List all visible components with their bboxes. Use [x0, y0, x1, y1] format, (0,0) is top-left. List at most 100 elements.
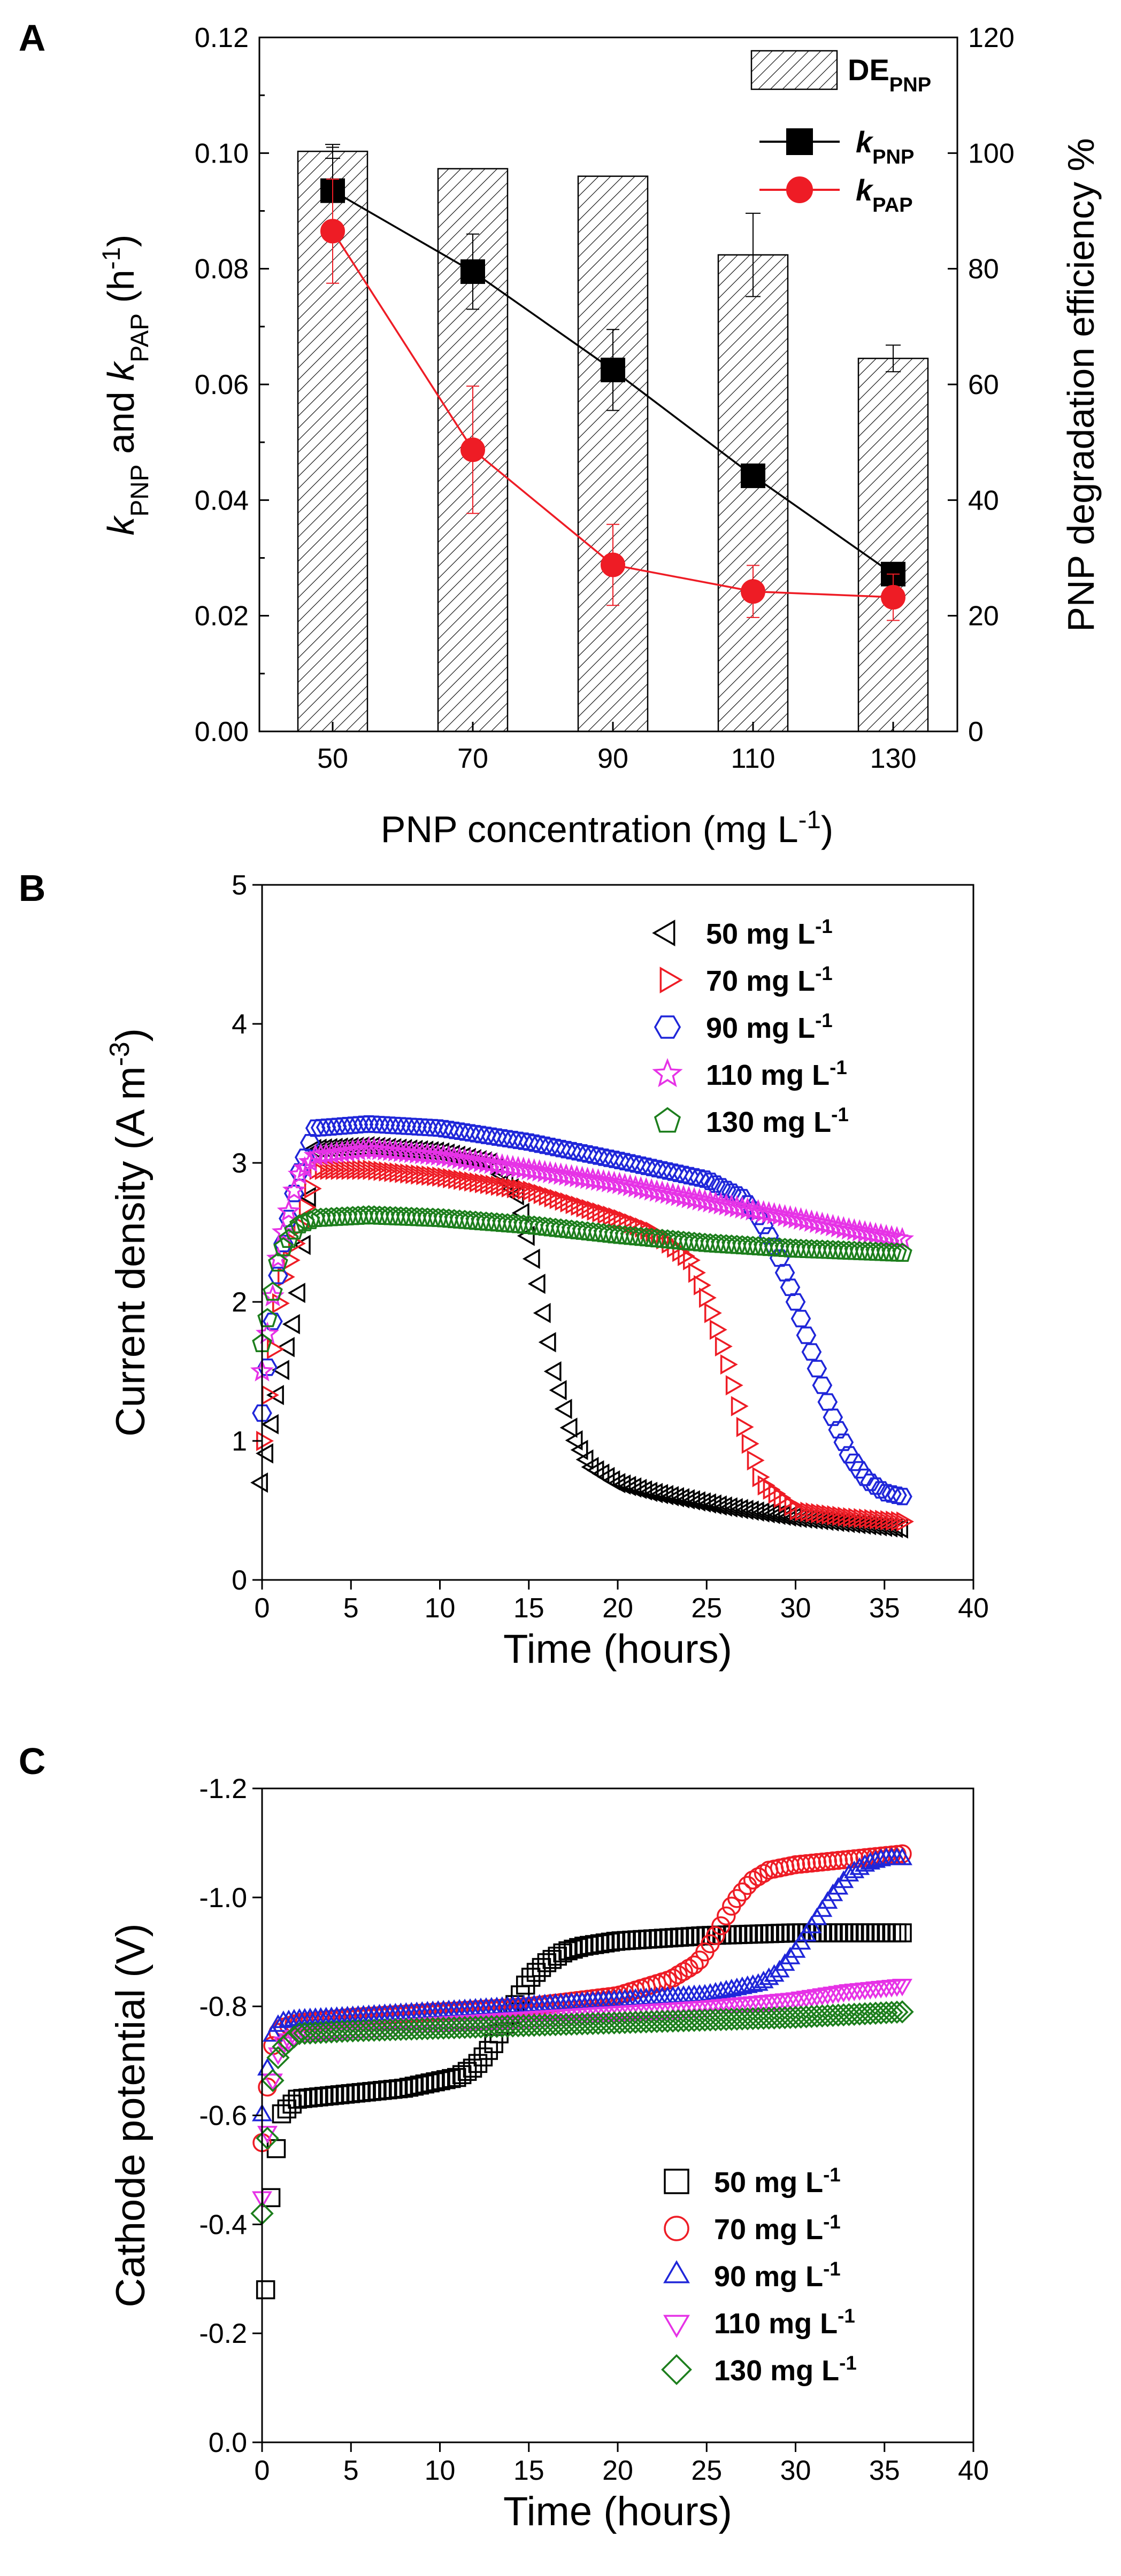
data-point	[645, 2010, 669, 2033]
x-axis-label: Time (hours)	[503, 2489, 732, 2534]
data-point	[823, 1851, 843, 1871]
data-point	[877, 1923, 896, 1942]
data-point	[272, 2104, 291, 2124]
label-part: -1	[815, 1009, 833, 1031]
x-tick-label: 30	[780, 2455, 811, 2486]
x-tick-label: 0	[255, 1593, 270, 1624]
data-point	[892, 1847, 912, 1865]
label-part: Current density (A m	[108, 1066, 153, 1437]
data-point	[805, 1502, 824, 1523]
label-part: and	[100, 381, 142, 465]
data-point	[850, 1923, 870, 1942]
data-point	[279, 1229, 299, 1248]
data-point	[656, 2009, 679, 2033]
data-point	[528, 2014, 551, 2037]
data-point	[666, 2009, 690, 2033]
label-part: PNP	[872, 146, 914, 168]
data-point	[452, 2065, 472, 2085]
data-point	[860, 1474, 880, 1491]
x-tick-label: 40	[958, 1593, 989, 1624]
data-point	[367, 2081, 387, 2101]
data-point	[373, 1160, 391, 1181]
data-point	[747, 1450, 765, 1471]
data-point	[554, 1399, 572, 1420]
data-point	[818, 1923, 838, 1942]
data-point	[553, 1943, 572, 1963]
data-point	[384, 1161, 402, 1182]
data-point	[833, 1433, 854, 1451]
data-point	[394, 2078, 413, 2098]
data-point	[672, 2009, 695, 2033]
y-tick-label: -0.2	[199, 2318, 247, 2349]
data-point	[454, 1169, 471, 1190]
data-point	[388, 2079, 408, 2099]
legend-label: 90 mg L-1	[706, 1009, 833, 1045]
data-point	[284, 1184, 304, 1202]
data-point	[748, 1867, 768, 1886]
data-point	[680, 1927, 700, 1946]
legend-marker	[664, 2216, 689, 2241]
x-tick-label: 20	[602, 2455, 633, 2486]
data-point	[669, 1965, 688, 1985]
x-tick-label: 15	[513, 1593, 544, 1624]
data-point	[749, 1924, 769, 1943]
data-point	[565, 2012, 589, 2036]
y-tick-label: 0.00	[195, 716, 249, 747]
label-part: PNP	[126, 464, 154, 516]
data-point	[325, 2086, 344, 2105]
x-tick-label: 35	[869, 2455, 900, 2486]
data-point	[314, 2087, 334, 2106]
y-tick-label: 1	[232, 1426, 247, 1457]
panel-label: B	[19, 867, 46, 909]
data-point	[674, 1962, 693, 1981]
data-point	[764, 1964, 785, 1982]
data-point	[543, 2013, 567, 2037]
data-point	[613, 2011, 636, 2034]
label-part: -1	[838, 2305, 855, 2327]
data-point	[526, 1963, 546, 1982]
data-point	[586, 2011, 610, 2035]
data-point	[379, 1161, 397, 1182]
y-tick-label: 3	[232, 1148, 247, 1179]
data-point	[293, 1235, 311, 1255]
y2-tick-label: 80	[968, 254, 999, 285]
data-point	[700, 1173, 720, 1190]
data-point	[533, 1302, 551, 1323]
data-point	[320, 1160, 338, 1180]
data-point	[778, 2006, 802, 2030]
data-point	[608, 2011, 631, 2034]
data-point	[470, 1172, 487, 1193]
data-point	[816, 1503, 834, 1524]
data-point	[890, 2000, 914, 2024]
data-point	[432, 2016, 455, 2040]
data-point	[352, 1160, 370, 1180]
data-point	[581, 1199, 600, 1220]
data-point	[395, 1162, 413, 1183]
data-point	[634, 2010, 658, 2034]
data-point	[843, 1507, 861, 1528]
data-point	[330, 2085, 350, 2104]
data-point	[362, 2018, 386, 2042]
data-point	[273, 1237, 294, 1256]
data-point	[325, 1160, 343, 1180]
data-point	[404, 2077, 424, 2096]
data-point	[638, 1930, 657, 1949]
data-point	[282, 1250, 301, 1270]
data-point	[886, 1510, 903, 1531]
data-point	[704, 1302, 722, 1323]
data-point	[464, 2015, 487, 2039]
data-point	[661, 2009, 685, 2033]
data-point	[832, 1506, 850, 1526]
data-point	[693, 2008, 717, 2032]
data-point	[272, 1360, 289, 1380]
data-point	[736, 1417, 754, 1437]
data-point	[256, 2280, 275, 2300]
data-point	[537, 1953, 557, 1972]
data-point	[415, 2074, 434, 2094]
data-point	[490, 2015, 514, 2038]
data-point	[506, 2014, 530, 2038]
data-point	[711, 1916, 731, 1935]
data-point	[731, 2007, 754, 2031]
label-part: 50 mg L	[706, 918, 815, 950]
data-point	[309, 1160, 327, 1180]
